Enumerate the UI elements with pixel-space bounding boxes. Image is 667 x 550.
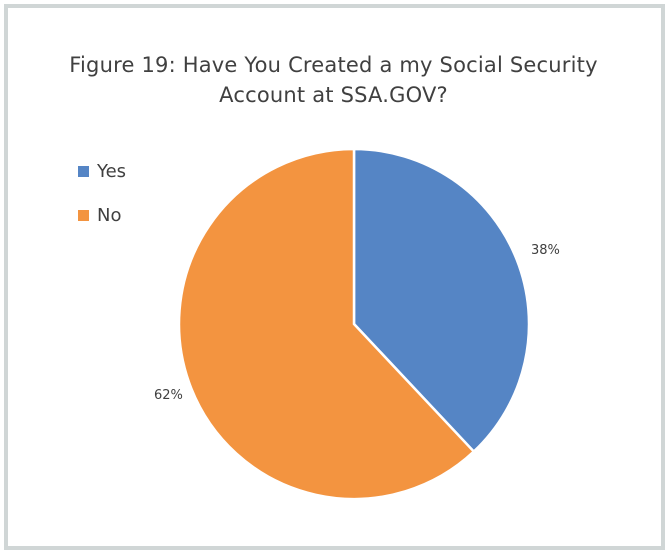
data-label-no: 62% [154, 388, 183, 403]
chart-title: Figure 19: Have You Created a my Social … [0, 50, 667, 110]
chart-title-line-1: Figure 19: Have You Created a my Social … [69, 53, 598, 77]
legend-swatch-yes [78, 165, 89, 177]
pie-slice-yes [352, 147, 531, 454]
legend-item-no: No [78, 200, 126, 230]
legend-label-yes: Yes [97, 160, 127, 182]
legend-label-no: No [97, 204, 122, 226]
pie-slice-no [177, 147, 476, 501]
data-label-yes: 38% [531, 243, 560, 258]
legend-swatch-no [78, 209, 89, 221]
legend-item-yes: Yes [78, 156, 126, 186]
pie-slices [177, 147, 531, 501]
chart-legend: Yes No [78, 156, 126, 244]
chart-title-line-2: Account at SSA.GOV? [219, 83, 448, 107]
